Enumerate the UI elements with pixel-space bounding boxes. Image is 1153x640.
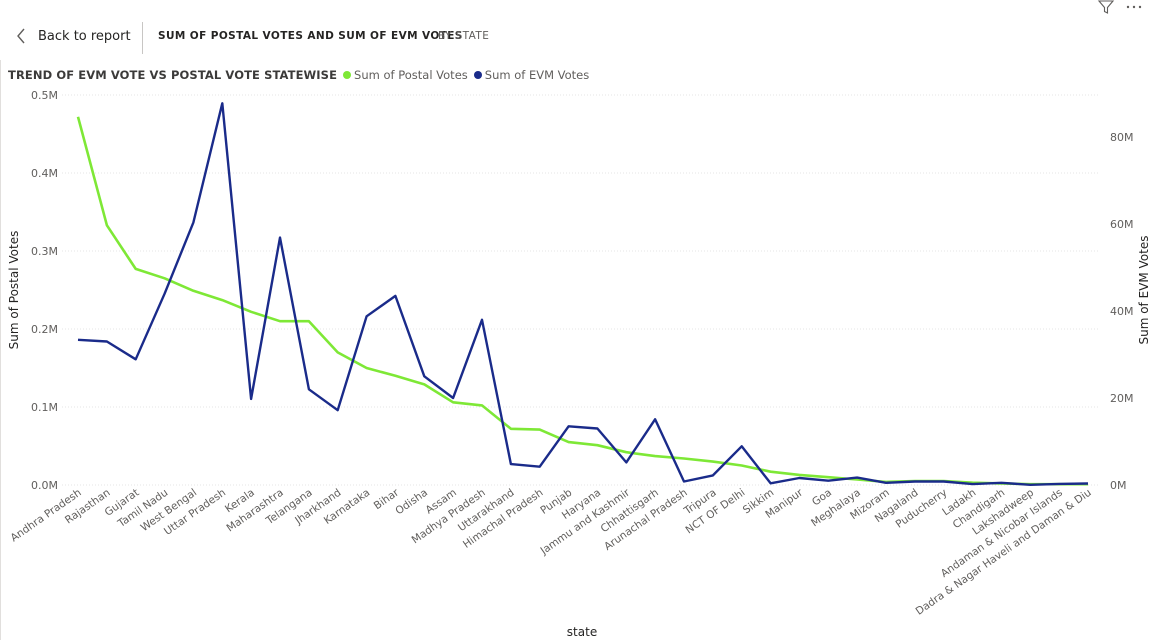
visual-title-breadcrumb: SUM OF POSTAL VOTES AND SUM OF EVM VOTES bbox=[158, 30, 463, 42]
header-divider bbox=[142, 22, 143, 54]
filter-icon[interactable] bbox=[1097, 0, 1115, 20]
y-left-tick-label: 0.0M bbox=[31, 479, 58, 492]
legend-item-evm[interactable]: Sum of EVM Votes bbox=[473, 68, 590, 82]
visual-breakdown-breadcrumb: BY STATE bbox=[438, 30, 490, 42]
y-right-tick-label: 60M bbox=[1110, 218, 1134, 231]
y-right-tick-label: 20M bbox=[1110, 392, 1134, 405]
y-right-tick-label: 80M bbox=[1110, 131, 1134, 144]
x-axis-title: state bbox=[567, 625, 597, 639]
y-left-tick-label: 0.2M bbox=[31, 323, 58, 336]
focus-mode-header: Back to report SUM OF POSTAL VOTES AND S… bbox=[0, 0, 1153, 60]
y-left-tick-label: 0.4M bbox=[31, 167, 58, 180]
legend-label-evm: Sum of EVM Votes bbox=[484, 68, 590, 82]
back-to-report-button[interactable]: Back to report bbox=[16, 24, 131, 48]
y-left-tick-label: 0.3M bbox=[31, 245, 58, 258]
legend-label-postal: Sum of Postal Votes bbox=[354, 68, 468, 82]
series-line-evm-votes bbox=[77, 102, 1089, 486]
chevron-left-icon bbox=[17, 28, 25, 44]
more-options-icon[interactable] bbox=[1125, 0, 1143, 20]
y-left-tick-label: 0.1M bbox=[31, 401, 58, 414]
visual-toolbar bbox=[1097, 0, 1143, 18]
x-tick-label: Odisha bbox=[393, 487, 430, 518]
legend-marker-postal bbox=[343, 71, 352, 79]
y-right-tick-label: 0M bbox=[1110, 479, 1127, 492]
y-right-axis-title: Sum of EVM Votes bbox=[1137, 235, 1151, 344]
chart-header: TREND OF EVM VOTE VS POSTAL VOTE STATEWI… bbox=[8, 67, 595, 83]
back-to-report-label: Back to report bbox=[38, 28, 131, 44]
y-left-tick-label: 0.5M bbox=[31, 89, 58, 102]
chart-title: TREND OF EVM VOTE VS POSTAL VOTE STATEWI… bbox=[8, 68, 338, 82]
legend-item-postal[interactable]: Sum of Postal Votes bbox=[343, 68, 468, 82]
y-right-tick-label: 40M bbox=[1110, 305, 1134, 318]
panel-left-border bbox=[0, 60, 1, 640]
y-left-axis-title: Sum of Postal Votes bbox=[7, 231, 21, 350]
legend-marker-evm bbox=[473, 71, 482, 79]
